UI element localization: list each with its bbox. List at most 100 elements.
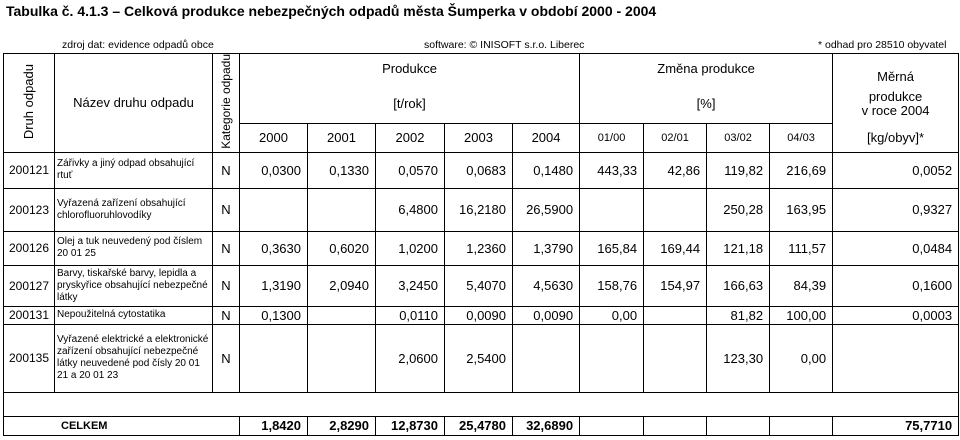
row-code: 200131 [3, 305, 55, 325]
header-merna-2: produkce v roce 2004 [832, 83, 960, 124]
row-change: 154,97 [643, 264, 708, 307]
row-name: Nepoužitelná cytostatika [54, 305, 213, 325]
row-change: 165,84 [579, 230, 645, 266]
row-value: 26,5900 [511, 187, 581, 232]
header-year: 2000 [239, 123, 308, 153]
row-change: 84,39 [769, 264, 834, 307]
software-note: software: © INISOFT s.r.o. Liberec [424, 39, 585, 51]
row-value: 1,3790 [511, 230, 581, 266]
table-row: 200126 Olej a tuk neuvedený pod číslem 2… [3, 230, 960, 266]
row-code: 200127 [3, 264, 55, 307]
row-name: Vyřazené elektrické a elektronické zaříz… [54, 323, 213, 393]
row-value: 5,4070 [444, 264, 513, 307]
row-value: 0,3630 [239, 230, 308, 266]
row-specific: 0,0484 [832, 230, 960, 266]
row-code: 200123 [3, 187, 55, 232]
row-change: 163,95 [769, 187, 834, 232]
row-value: 6,4800 [375, 187, 445, 232]
row-value [239, 187, 308, 232]
header-druh-odpadu: Druh odpadu [3, 53, 55, 153]
row-value: 0,0090 [511, 305, 581, 325]
header-nazev: Název druhu odpadu [54, 53, 213, 153]
row-value [511, 323, 581, 393]
row-change [643, 187, 708, 232]
total-value: 1,8420 [239, 415, 308, 436]
row-value: 2,0600 [375, 323, 445, 393]
row-value: 0,0090 [444, 305, 513, 325]
row-category: N [212, 305, 240, 325]
row-change: 119,82 [706, 151, 771, 189]
header-merna-unit: [kg/obyv]* [832, 123, 960, 153]
header-change: 04/03 [769, 123, 834, 153]
waste-table: Druh odpadu Název druhu odpadu Kategorie… [3, 52, 960, 436]
row-category: N [212, 230, 240, 266]
row-value: 1,3190 [239, 264, 308, 307]
row-code: 200126 [3, 230, 55, 266]
row-change: 0,00 [769, 323, 834, 393]
row-value [307, 187, 376, 232]
row-change: 216,69 [769, 151, 834, 189]
row-value: 3,2450 [375, 264, 445, 307]
header-year: 2003 [444, 123, 513, 153]
total-label: CELKEM [3, 415, 240, 436]
header-kategorie: Kategorie odpadu [212, 53, 240, 153]
row-change: 42,86 [643, 151, 708, 189]
table-row: 200121 Zářivky a jiný odpad obsahující r… [3, 151, 960, 189]
row-value: 0,1480 [511, 151, 581, 189]
row-name: Barvy, tiskařské barvy, lepidla a prysky… [54, 264, 213, 307]
table-row: 200135 Vyřazené elektrické a elektronick… [3, 323, 960, 393]
row-value: 0,0300 [239, 151, 308, 189]
row-specific [832, 323, 960, 393]
row-value: 1,0200 [375, 230, 445, 266]
row-change: 123,30 [706, 323, 771, 393]
row-change [643, 305, 708, 325]
header-produkce-unit: [t/rok] [238, 83, 581, 124]
row-change: 111,57 [769, 230, 834, 266]
header-change: 02/01 [643, 123, 708, 153]
header-merna: Měrná [832, 52, 960, 84]
table-title: Tabulka č. 4.1.3 – Celková produkce nebe… [6, 3, 657, 19]
row-name: Olej a tuk neuvedený pod číslem 20 01 25 [54, 230, 213, 266]
header-zmena: Změna produkce [579, 52, 834, 84]
row-code: 200121 [3, 151, 55, 189]
total-row: CELKEM 1,8420 2,8290 12,8730 25,4780 32,… [3, 415, 960, 436]
row-change [643, 323, 708, 393]
row-value: 0,0570 [375, 151, 445, 189]
row-change: 158,76 [579, 264, 645, 307]
table-row: 200123 Vyřazená zařízení obsahující chlo… [3, 187, 960, 232]
header-zmena-unit: [%] [579, 83, 834, 124]
header-year: 2001 [307, 123, 376, 153]
row-category: N [212, 151, 240, 189]
row-value: 2,5400 [444, 323, 513, 393]
row-value: 4,5630 [511, 264, 581, 307]
row-name: Zářivky a jiný odpad obsahující rtuť [54, 151, 213, 189]
row-value: 0,1300 [239, 305, 308, 325]
header-change: 01/00 [579, 123, 645, 153]
total-value: 2,8290 [307, 415, 376, 436]
row-value [239, 323, 308, 393]
row-change [579, 187, 645, 232]
row-change: 443,33 [579, 151, 645, 189]
header-year: 2002 [375, 123, 445, 153]
row-change: 0,00 [579, 305, 645, 325]
spacer-row [3, 391, 960, 417]
estimate-note: * odhad pro 28510 obyvatel [818, 39, 947, 51]
header-year: 2004 [511, 123, 581, 153]
row-category: N [212, 323, 240, 393]
row-value: 2,0940 [307, 264, 376, 307]
table-row: 200131 Nepoužitelná cytostatika N 0,1300… [3, 305, 960, 325]
total-specific: 75,7710 [832, 415, 960, 436]
header-produkce: Produkce [238, 52, 581, 84]
row-value: 0,6020 [307, 230, 376, 266]
table-row: 200127 Barvy, tiskařské barvy, lepidla a… [3, 264, 960, 307]
row-specific: 0,1600 [832, 264, 960, 307]
row-name: Vyřazená zařízení obsahující chlorofluor… [54, 187, 213, 232]
row-change: 100,00 [769, 305, 834, 325]
row-value [307, 323, 376, 393]
row-change: 81,82 [706, 305, 771, 325]
row-change: 250,28 [706, 187, 771, 232]
total-value: 32,6890 [511, 415, 581, 436]
row-value: 1,2360 [444, 230, 513, 266]
row-change: 121,18 [706, 230, 771, 266]
source-note: zdroj dat: evidence odpadů obce [62, 39, 214, 51]
